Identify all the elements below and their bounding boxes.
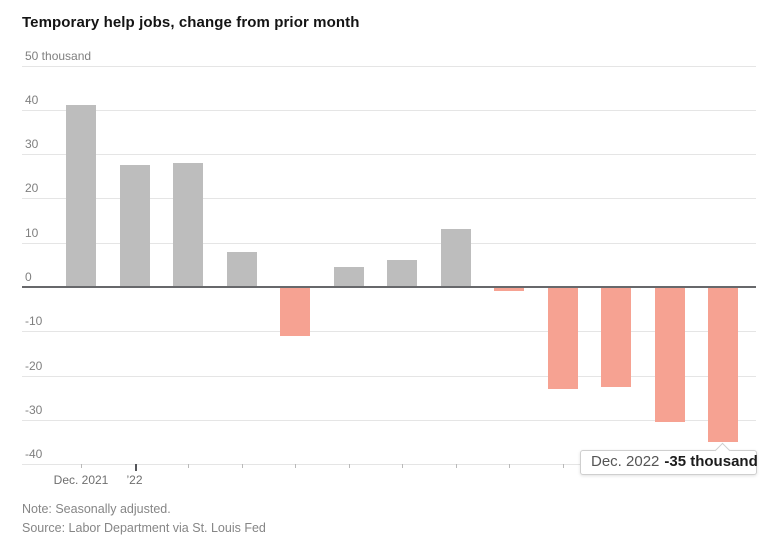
gridline-50 bbox=[22, 65, 756, 67]
bar-sept-2022[interactable] bbox=[547, 287, 578, 389]
x-tick bbox=[81, 464, 82, 468]
bar-dec-2021[interactable] bbox=[66, 105, 96, 287]
y-axis-label--30: -30 bbox=[25, 402, 43, 417]
bar-nov-2022[interactable] bbox=[654, 287, 685, 423]
y-axis-label-10: 10 bbox=[25, 225, 39, 240]
x-axis-label-1: ’22 bbox=[126, 473, 143, 487]
y-axis-label--20: -20 bbox=[25, 358, 43, 373]
bar-aug-2022[interactable] bbox=[494, 287, 524, 292]
gridline-40 bbox=[22, 109, 756, 111]
gridline-20 bbox=[22, 198, 756, 200]
gridline-10 bbox=[22, 242, 756, 244]
x-tick bbox=[241, 464, 243, 468]
bar-july-2022[interactable] bbox=[440, 229, 471, 287]
chart-note: Note: Seasonally adjusted. bbox=[22, 502, 171, 516]
y-axis-label--40: -40 bbox=[25, 447, 43, 462]
x-tick bbox=[188, 464, 189, 468]
y-axis-label-50: 50 thousand bbox=[25, 48, 92, 63]
tooltip-category-label: Dec. 2022 bbox=[591, 453, 660, 470]
bar-oct-2022[interactable] bbox=[601, 287, 631, 387]
x-tick bbox=[295, 464, 296, 468]
y-axis-label-40: 40 bbox=[25, 92, 39, 107]
bar-jan-2022[interactable] bbox=[119, 165, 150, 287]
x-tick bbox=[455, 464, 457, 468]
gridline-30 bbox=[22, 154, 756, 156]
y-axis-label--10: -10 bbox=[25, 314, 43, 329]
bar-june-2022[interactable] bbox=[387, 260, 417, 287]
gridline--30 bbox=[22, 419, 756, 421]
tooltip: Dec. 2022 -35 thousand bbox=[580, 442, 758, 475]
gridline--40 bbox=[22, 464, 756, 466]
x-tick bbox=[402, 464, 403, 468]
gridline--10 bbox=[22, 331, 756, 333]
bar-apr-2022[interactable] bbox=[280, 287, 310, 336]
x-tick bbox=[509, 464, 510, 468]
bar-dec-2022[interactable] bbox=[708, 287, 738, 443]
zero-baseline bbox=[22, 286, 756, 288]
y-axis-label-30: 30 bbox=[25, 137, 39, 152]
chart-title: Temporary help jobs, change from prior m… bbox=[22, 14, 360, 31]
x-axis-label-0: Dec. 2021 bbox=[53, 473, 109, 487]
y-axis-label-20: 20 bbox=[25, 181, 39, 196]
bar-mar-2022[interactable] bbox=[226, 251, 257, 287]
chart-source: Source: Labor Department via St. Louis F… bbox=[22, 521, 266, 535]
x-tick bbox=[348, 464, 350, 468]
gridline--20 bbox=[22, 375, 756, 377]
bar-may-2022[interactable] bbox=[333, 267, 364, 287]
bar-feb-2022[interactable] bbox=[173, 162, 203, 287]
y-axis-label-0: 0 bbox=[25, 270, 32, 284]
x-tick-year bbox=[134, 464, 137, 471]
x-tick bbox=[562, 464, 564, 468]
tooltip-value: -35 thousand bbox=[664, 453, 758, 470]
